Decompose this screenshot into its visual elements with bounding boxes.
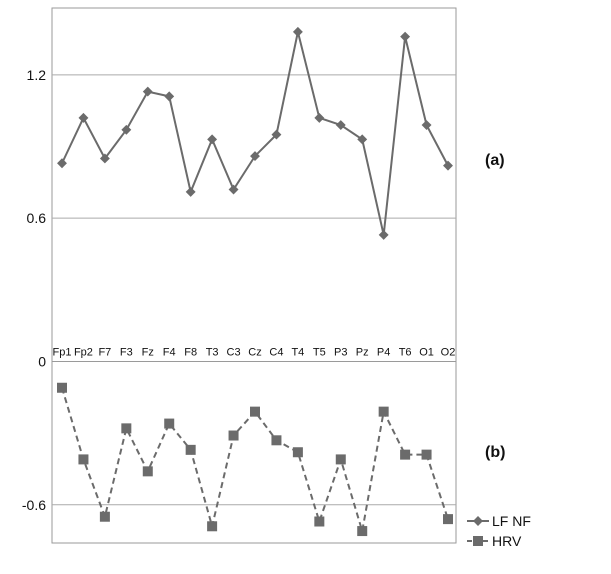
- category-label: F7: [98, 346, 111, 358]
- data-point: [421, 120, 432, 130]
- data-point: [250, 151, 260, 162]
- category-label: P4: [377, 346, 390, 358]
- data-point: [207, 521, 218, 532]
- legend-lfnf-label: LF NF: [492, 513, 531, 529]
- data-point: [228, 184, 239, 195]
- category-label: C4: [269, 346, 283, 358]
- category-label: O2: [441, 346, 456, 358]
- data-point: [357, 526, 368, 537]
- category-label: F8: [184, 346, 197, 358]
- data-point: [314, 112, 325, 123]
- data-point: [99, 511, 110, 522]
- data-point: [443, 160, 453, 171]
- data-point: [378, 406, 389, 417]
- y-tick-label: 1.2: [27, 67, 47, 83]
- data-point: [250, 406, 260, 417]
- legend-lfnf-marker: [473, 516, 483, 526]
- panel-label-a: (a): [485, 152, 505, 169]
- y-tick-label: 0.6: [27, 210, 47, 226]
- data-point: [142, 466, 153, 477]
- data-point: [335, 454, 346, 465]
- legend-hrv-marker: [473, 536, 483, 546]
- data-point: [443, 514, 453, 525]
- data-point: [142, 86, 153, 97]
- x-axis-categories: Fp1 Fp2 F7 F3 Fz F4 F8 T3 C3 Cz C4 T4 T5 P3 Pz P4 T6 O1 O2: [53, 346, 456, 358]
- data-point: [378, 229, 389, 240]
- category-label: Cz: [248, 346, 261, 358]
- panel-label-b: (b): [485, 444, 505, 461]
- data-point: [99, 153, 110, 164]
- category-label: Fp2: [74, 346, 93, 358]
- category-label: O1: [419, 346, 434, 358]
- data-point: [78, 454, 89, 465]
- data-point: [185, 186, 196, 197]
- data-point: [292, 447, 303, 458]
- data-point: [271, 435, 282, 446]
- series-group: [57, 26, 453, 537]
- category-label: T3: [206, 346, 219, 358]
- legend: LF NF HRV: [467, 513, 531, 549]
- y-tick-label: -0.6: [22, 497, 46, 513]
- category-label: F3: [120, 346, 133, 358]
- data-point: [57, 382, 67, 393]
- gridlines: [52, 74, 456, 506]
- data-point: [121, 124, 132, 135]
- data-point: [228, 430, 239, 441]
- y-tick-label: 0: [38, 353, 46, 369]
- legend-hrv-label: HRV: [492, 533, 522, 549]
- data-point: [271, 129, 282, 140]
- series-line-0: [61, 31, 449, 236]
- category-label: F4: [163, 346, 176, 358]
- category-label: T5: [313, 346, 326, 358]
- data-point: [314, 516, 325, 527]
- category-label: Pz: [356, 346, 369, 358]
- category-label: C3: [227, 346, 241, 358]
- data-point: [292, 26, 303, 37]
- data-point: [357, 134, 368, 145]
- data-point: [400, 449, 411, 460]
- category-label: T6: [399, 346, 412, 358]
- data-point: [400, 31, 411, 42]
- category-label: T4: [291, 346, 304, 358]
- y-axis-ticks: 1.2 0.6 0 -0.6: [22, 67, 46, 513]
- data-point: [421, 449, 432, 460]
- data-point: [207, 134, 218, 145]
- data-point: [164, 91, 175, 102]
- data-point: [185, 444, 196, 455]
- data-point: [57, 158, 67, 169]
- data-point: [121, 423, 132, 434]
- chart-frame: [51, 7, 457, 544]
- category-label: Fp1: [53, 346, 72, 358]
- category-label: P3: [334, 346, 347, 358]
- category-label: Fz: [142, 346, 154, 358]
- data-point: [78, 112, 89, 123]
- data-point: [164, 418, 175, 429]
